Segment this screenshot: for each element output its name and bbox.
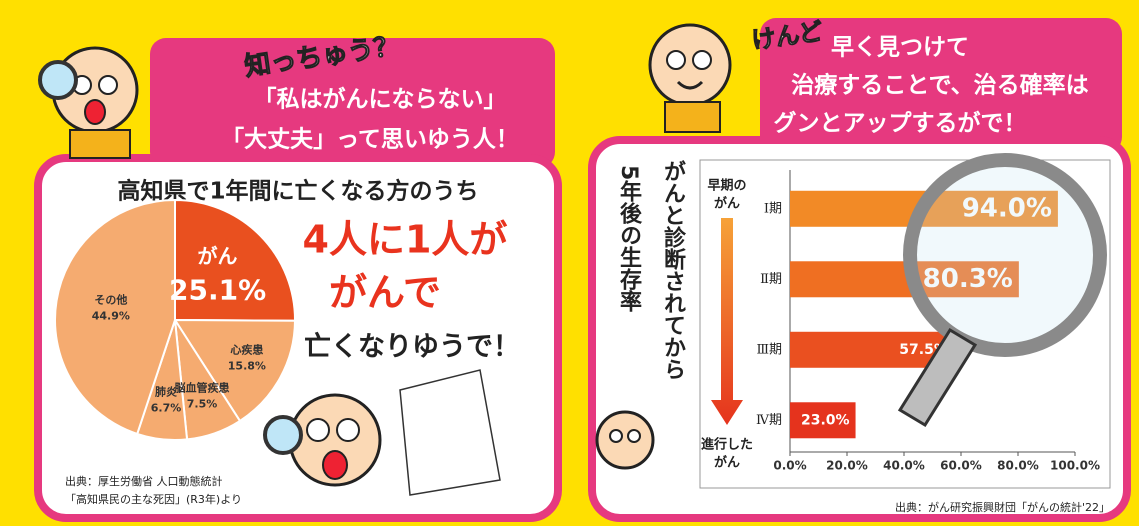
slice-label: がん: [198, 244, 238, 268]
header-line: 「大丈夫」って思いゆう人！: [221, 127, 519, 153]
slice-label: 脳血管疾患: [175, 380, 230, 394]
lens: [910, 160, 1100, 350]
emphasis: がんで: [329, 271, 441, 315]
vertical-title: がんと診断されてから: [660, 159, 686, 380]
header-line: グンとアップするがで！: [774, 110, 1027, 137]
source: 「高知県民の主な死因」(R3年)より: [65, 492, 242, 506]
emphasis: 4人に1人が: [303, 218, 508, 262]
x-tick-label: 0.0%: [773, 459, 806, 473]
header-line: 治療することで、治る確率は: [791, 72, 1088, 99]
vertical-title: 5年後の生存率: [616, 165, 642, 313]
y-tick-label: Ⅱ期: [760, 272, 782, 287]
value-label: 23.0%: [801, 412, 850, 428]
emphasis: 亡くなりゆうで！: [304, 332, 520, 363]
x-tick-label: 100.0%: [1050, 459, 1100, 473]
header-line: 早く見つけて: [831, 35, 969, 61]
y-tick-label: Ⅳ期: [756, 413, 782, 428]
y-tick-label: Ⅲ期: [756, 342, 782, 357]
infographic: 知っちゅう？ 「私はがんにならない」 「大丈夫」って思いゆう人！ 高知県で1年間…: [0, 0, 1139, 526]
axis-note: 進行した: [701, 437, 753, 453]
source: 出典：がん研究振興財団「がんの統計'22」: [895, 500, 1110, 514]
slice-label: 肺炎: [155, 385, 177, 399]
axis-note: 早期の: [707, 179, 746, 194]
slice-label: 心疾患: [230, 343, 263, 357]
slice-value: 44.9%: [92, 310, 130, 323]
x-tick-label: 40.0%: [883, 459, 925, 473]
axis-note: がん: [714, 455, 740, 471]
axis-note: がん: [714, 196, 740, 212]
x-tick-label: 20.0%: [826, 459, 868, 473]
slice-label: その他: [94, 293, 127, 307]
slice-value: 6.7%: [151, 402, 182, 415]
slice-value: 7.5%: [187, 397, 218, 410]
x-tick-label: 60.0%: [940, 459, 982, 473]
header-line: 「私はがんにならない」: [254, 86, 507, 113]
y-tick-label: Ⅰ期: [764, 201, 782, 216]
character: [597, 412, 653, 468]
source: 出典：厚生労働省 人口動態統計: [65, 474, 223, 488]
x-tick-label: 80.0%: [997, 459, 1039, 473]
slice-value: 25.1%: [169, 274, 266, 307]
slice-value: 15.8%: [228, 360, 266, 373]
